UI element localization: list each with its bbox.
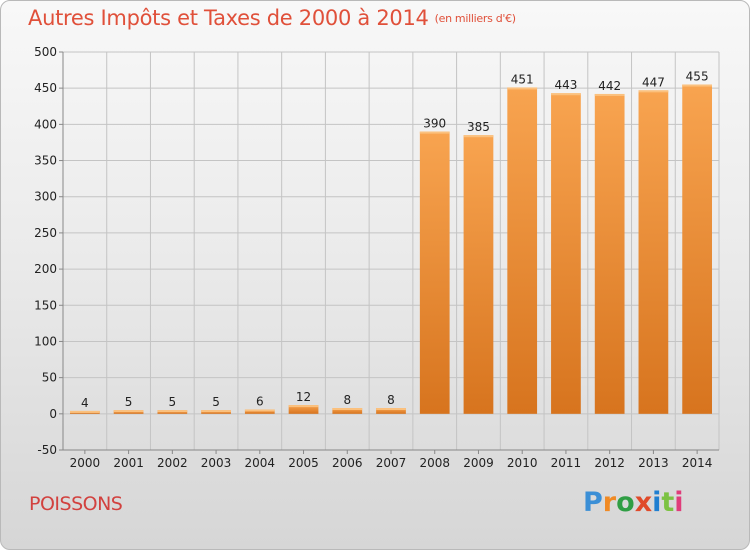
bar xyxy=(638,90,669,414)
proxiti-logo: Proxiti xyxy=(583,487,684,518)
bar-highlight xyxy=(244,409,275,412)
bar xyxy=(244,409,275,414)
data-label: 12 xyxy=(296,390,311,404)
title-text: Autres Impôts et Taxes de 2000 à 2014 xyxy=(28,6,429,30)
y-tick-label: 300 xyxy=(34,190,57,204)
y-tick-label: 100 xyxy=(34,334,57,348)
bar xyxy=(288,405,319,414)
data-label: 442 xyxy=(598,79,621,93)
logo-letter: P xyxy=(583,487,603,518)
x-tick-label: 2002 xyxy=(157,456,188,470)
bar xyxy=(507,87,538,414)
x-tick-label: 2012 xyxy=(594,456,625,470)
data-label: 390 xyxy=(423,117,446,131)
logo-letter: i xyxy=(652,487,662,518)
y-tick-label: 350 xyxy=(34,154,57,168)
bar-highlight xyxy=(682,84,713,87)
y-tick-label: 500 xyxy=(34,45,57,59)
bar-highlight xyxy=(201,410,231,413)
x-tick-label: 2004 xyxy=(245,456,276,470)
y-tick-label: 0 xyxy=(49,407,57,421)
bar-highlight xyxy=(376,408,406,411)
data-label: 451 xyxy=(511,72,534,86)
x-tick-label: 2007 xyxy=(376,456,407,470)
bar xyxy=(332,408,363,414)
bar-highlight xyxy=(69,410,100,413)
x-tick-label: 2008 xyxy=(419,456,450,470)
x-tick-label: 2000 xyxy=(70,456,101,470)
logo-letter: i xyxy=(674,487,684,518)
unit-note: (en milliers d'€) xyxy=(434,12,516,25)
bars xyxy=(69,84,713,414)
bar xyxy=(419,131,450,414)
data-label: 385 xyxy=(467,120,490,134)
logo-letter: x xyxy=(634,487,653,518)
data-label: 8 xyxy=(387,393,395,407)
y-tick-label: 200 xyxy=(34,262,57,276)
data-label: 5 xyxy=(212,395,220,409)
bar xyxy=(376,408,406,414)
data-label: 8 xyxy=(343,393,351,407)
bar-highlight xyxy=(288,405,319,408)
x-tick-label: 2009 xyxy=(463,456,494,470)
data-label: 5 xyxy=(169,395,177,409)
bar-highlight xyxy=(551,93,581,96)
axes: -50 0 50 100 150 200 250 300 350 400 450 500 2000 200… xyxy=(34,45,719,470)
data-label: 6 xyxy=(256,394,264,408)
y-tick-label: -50 xyxy=(37,443,57,457)
logo-letter: o xyxy=(616,487,635,518)
y-tick-label: 50 xyxy=(42,371,57,385)
commune-name: POISSONS xyxy=(29,493,123,515)
data-label: 443 xyxy=(554,78,577,92)
bar-highlight xyxy=(507,87,538,90)
y-tick-label: 150 xyxy=(34,298,57,312)
bar-highlight xyxy=(638,90,669,93)
bar-highlight xyxy=(594,93,625,96)
x-tick-label: 2006 xyxy=(332,456,363,470)
y-tick-label: 400 xyxy=(34,117,57,131)
y-tick-label: 250 xyxy=(34,226,57,240)
bar xyxy=(594,93,625,414)
chart-title: Autres Impôts et Taxes de 2000 à 2014 (en… xyxy=(28,6,516,30)
data-label: 4 xyxy=(81,396,89,410)
data-label: 455 xyxy=(686,70,709,84)
x-tick-label: 2003 xyxy=(201,456,232,470)
bar xyxy=(682,84,713,414)
logo-letter: r xyxy=(602,487,617,518)
y-tick-label: 450 xyxy=(34,81,57,95)
data-label: 447 xyxy=(642,75,665,89)
bar-highlight xyxy=(113,410,144,413)
logo-letter: t xyxy=(661,487,675,518)
x-tick-label: 2013 xyxy=(638,456,669,470)
x-tick-label: 2014 xyxy=(682,456,713,470)
x-tick-label: 2005 xyxy=(288,456,319,470)
bar xyxy=(551,93,581,414)
data-label: 5 xyxy=(125,395,133,409)
x-tick-label: 2010 xyxy=(507,456,538,470)
bar-highlight xyxy=(332,408,363,411)
bar-highlight xyxy=(419,131,450,134)
x-tick-label: 2011 xyxy=(551,456,582,470)
bar-highlight xyxy=(157,410,188,413)
bar xyxy=(463,135,494,414)
x-tick-label: 2001 xyxy=(113,456,144,470)
bar-highlight xyxy=(463,135,494,138)
